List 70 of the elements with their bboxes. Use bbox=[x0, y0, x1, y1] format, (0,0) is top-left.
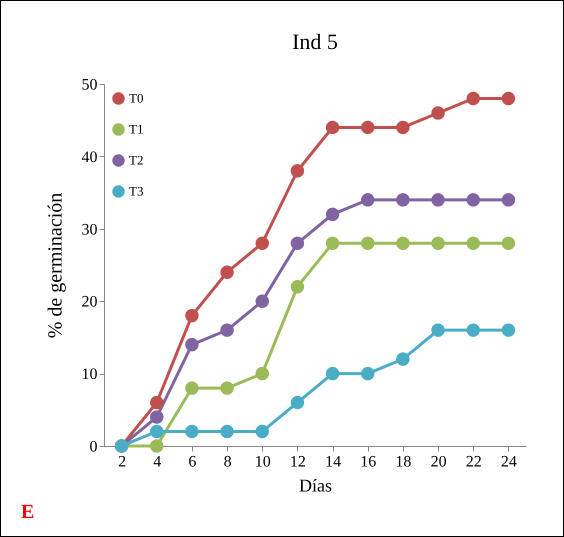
x-tick-label: 14 bbox=[325, 454, 342, 470]
point bbox=[256, 236, 269, 250]
point bbox=[150, 439, 164, 453]
y-axis-title: % de germinación bbox=[44, 192, 66, 338]
point bbox=[396, 120, 410, 134]
point bbox=[185, 338, 199, 352]
point bbox=[150, 396, 164, 410]
y-tick-label: 10 bbox=[82, 366, 98, 384]
point bbox=[290, 280, 304, 294]
y-tick-label: 0 bbox=[90, 438, 98, 456]
point bbox=[466, 92, 480, 106]
x-tick-label: 12 bbox=[290, 454, 306, 470]
point bbox=[326, 366, 340, 380]
point bbox=[502, 92, 516, 106]
point bbox=[396, 352, 410, 366]
point bbox=[466, 236, 480, 250]
legend-label: T3 bbox=[129, 184, 144, 198]
point bbox=[256, 424, 269, 438]
x-tick-label: 8 bbox=[224, 454, 232, 470]
point bbox=[256, 366, 269, 380]
y-tick-label: 30 bbox=[82, 221, 98, 238]
legend-label: T2 bbox=[129, 152, 144, 168]
point bbox=[220, 323, 234, 337]
point bbox=[502, 193, 516, 207]
point bbox=[361, 120, 374, 134]
point bbox=[431, 106, 445, 120]
point bbox=[290, 236, 304, 250]
x-tick-label: 6 bbox=[188, 454, 196, 470]
point bbox=[290, 396, 304, 410]
point bbox=[185, 381, 199, 395]
point bbox=[466, 323, 480, 337]
point bbox=[185, 308, 199, 322]
legend-label: T1 bbox=[129, 122, 144, 136]
point bbox=[326, 120, 340, 134]
point bbox=[256, 294, 269, 308]
x-tick-label: 10 bbox=[254, 454, 271, 470]
point bbox=[326, 236, 340, 250]
point bbox=[502, 236, 516, 250]
point bbox=[396, 236, 410, 250]
point bbox=[150, 424, 164, 438]
point bbox=[326, 208, 340, 222]
text: E bbox=[21, 501, 34, 524]
point bbox=[466, 193, 480, 207]
x-tick-label: 4 bbox=[153, 454, 162, 470]
point bbox=[361, 236, 374, 250]
y-tick-label: 50 bbox=[82, 76, 98, 94]
point bbox=[220, 266, 234, 279]
point bbox=[431, 193, 445, 207]
x-tick-label: 24 bbox=[500, 454, 517, 470]
chart-title: Ind 5 bbox=[292, 29, 338, 54]
point bbox=[220, 381, 234, 395]
point bbox=[502, 323, 516, 337]
point bbox=[361, 193, 374, 207]
point bbox=[290, 164, 304, 178]
x-tick-label: 22 bbox=[466, 454, 482, 470]
point bbox=[396, 193, 410, 207]
legend-label: T0 bbox=[129, 90, 144, 106]
point bbox=[220, 424, 234, 438]
point bbox=[431, 323, 445, 337]
y-tick-label: 20 bbox=[82, 294, 98, 311]
point bbox=[185, 424, 199, 438]
x-tick-label: 20 bbox=[430, 454, 447, 470]
y-tick-label: 40 bbox=[82, 148, 98, 166]
x-axis-title: Días bbox=[299, 476, 332, 496]
x-tick-label: 16 bbox=[360, 454, 376, 470]
x-tick-label: 18 bbox=[395, 454, 412, 470]
x-tick-label: 2 bbox=[118, 454, 126, 470]
point bbox=[361, 366, 374, 380]
point bbox=[431, 236, 445, 250]
point bbox=[150, 410, 164, 424]
